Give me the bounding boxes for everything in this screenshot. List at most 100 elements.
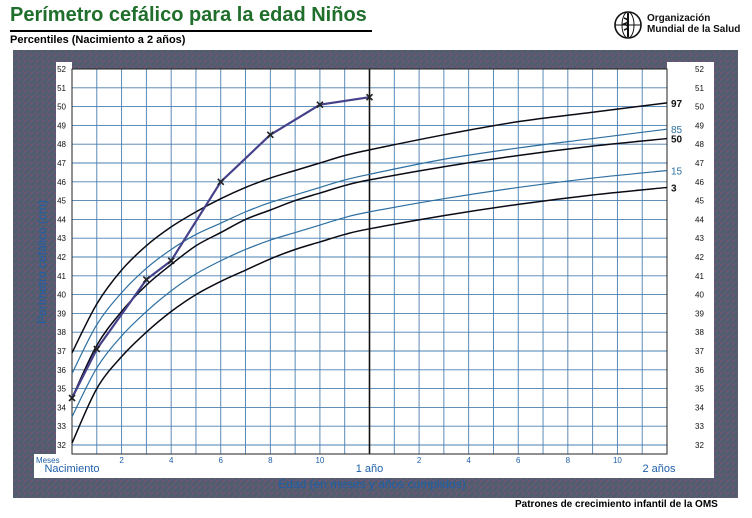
footer-source: Patrones de crecimiento infantil de la O… (515, 499, 718, 510)
y-tick-label-right: 37 (695, 347, 704, 356)
x-tick-label: 2 años (642, 463, 676, 475)
x-tick-label: Nacimiento (44, 463, 99, 475)
y-tick-label-right: 47 (695, 159, 704, 168)
measurement-point (142, 275, 150, 284)
y-tick-label-left: 51 (57, 84, 66, 93)
who-logo-text: Organización Mundial de la Salud (647, 13, 740, 35)
percentile-curve-p50 (71, 137, 668, 399)
measurement-point (93, 345, 101, 353)
y-tick-label-left: 46 (57, 178, 66, 187)
y-tick-label-right: 46 (695, 178, 704, 187)
measurement-point-mark (68, 394, 76, 402)
measurement-point (266, 131, 274, 139)
y-tick-label-right: 51 (695, 84, 704, 93)
y-tick-label-left: 38 (57, 328, 66, 337)
percentile-curve-p97 (71, 102, 668, 354)
measurement-point-mark (167, 257, 175, 265)
measurement-point-mark (142, 275, 150, 284)
y-tick-label-left: 32 (57, 441, 66, 450)
x-tick-label: 4 (169, 456, 174, 465)
y-tick-label-right: 44 (695, 215, 704, 224)
y-tick-label-left: 37 (57, 347, 66, 356)
y-tick-label-left: 34 (57, 403, 66, 412)
x-tick-label: 1 año (356, 463, 384, 475)
y-tick-label-right: 38 (695, 328, 704, 337)
percentile-curve-p85 (71, 128, 668, 374)
chart-subtitle: Percentiles (Nacimiento a 2 años) (10, 34, 186, 46)
y-tick-label-right: 50 (695, 103, 704, 112)
left-axis-band (56, 62, 72, 454)
y-tick-label-right: 32 (695, 441, 704, 450)
who-emblem-icon (614, 11, 642, 39)
y-tick-label-left: 50 (57, 103, 66, 112)
y-tick-label-right: 52 (695, 65, 704, 74)
org-name-line1: Organización (647, 13, 711, 24)
percentile-label-p50: 50 (671, 135, 683, 146)
y-tick-label-right: 42 (695, 253, 704, 262)
right-axis-band (688, 62, 714, 454)
y-tick-label-right: 43 (695, 234, 704, 243)
y-tick-label-left: 35 (57, 385, 66, 394)
x-tick-label: 4 (466, 456, 471, 465)
percentile-label-p97: 97 (671, 99, 683, 110)
x-tick-label: 6 (516, 456, 521, 465)
page-title: Perímetro cefálico para la edad Niños (10, 4, 367, 26)
y-tick-label-left: 48 (57, 140, 66, 149)
percentile-curve-p15 (71, 169, 668, 418)
x-tick-label: 10 (315, 456, 324, 465)
y-tick-label-right: 49 (695, 121, 704, 130)
measurement-point (68, 394, 76, 402)
y-tick-label-left: 49 (57, 121, 66, 130)
y-tick-label-left: 33 (57, 422, 66, 431)
measurement-point (365, 93, 374, 101)
measurement-point (217, 178, 225, 186)
plot-border (71, 68, 668, 455)
y-tick-label-left: 44 (57, 215, 66, 224)
x-tick-label: 8 (268, 456, 273, 465)
x-tick-months-label: Meses (36, 456, 60, 465)
y-axis-title: Perímetro cefálico (cm) (35, 200, 49, 324)
y-tick-label-right: 33 (695, 422, 704, 431)
y-tick-label-right: 39 (695, 309, 704, 318)
measurement-point-mark (266, 131, 274, 139)
y-tick-label-left: 45 (57, 197, 66, 206)
y-tick-label-left: 41 (57, 272, 66, 281)
percentile-label-p15: 15 (671, 167, 683, 178)
y-tick-label-right: 40 (695, 291, 704, 300)
org-name-line2: Mundial de la Salud (647, 24, 741, 35)
percentile-label-p3: 3 (671, 183, 677, 194)
measurement-point-mark (365, 93, 374, 101)
x-tick-label: 10 (613, 456, 622, 465)
measurement-point-mark (93, 345, 101, 353)
x-axis-title: Edad (en meses y años cumplidos) (278, 477, 465, 491)
percentile-curve-p3 (71, 186, 668, 444)
y-tick-label-left: 36 (57, 366, 66, 375)
y-tick-label-right: 35 (695, 385, 704, 394)
x-tick-label: 2 (119, 456, 124, 465)
measurement-point (316, 101, 324, 109)
y-tick-label-left: 52 (57, 65, 66, 74)
measurement-point-mark (217, 178, 225, 186)
y-tick-label-right: 48 (695, 140, 704, 149)
x-tick-label: 2 (417, 456, 422, 465)
right-label-band (667, 62, 688, 454)
y-tick-label-right: 34 (695, 403, 704, 412)
y-tick-label-left: 40 (57, 291, 66, 300)
title-rule (10, 30, 372, 32)
y-tick-label-left: 43 (57, 234, 66, 243)
percentile-label-p85: 85 (671, 125, 683, 136)
x-tick-label: 6 (219, 456, 224, 465)
bottom-axis-band (34, 454, 714, 478)
measurement-point-mark (316, 101, 324, 109)
x-tick-label: 8 (566, 456, 571, 465)
y-tick-label-right: 41 (695, 272, 704, 281)
y-tick-label-right: 45 (695, 197, 704, 206)
y-tick-label-left: 42 (57, 253, 66, 262)
who-logo: Organización Mundial de la Salud (613, 10, 743, 44)
y-tick-label-left: 47 (57, 159, 66, 168)
y-tick-label-right: 36 (695, 366, 704, 375)
y-tick-label-left: 39 (57, 309, 66, 318)
measurement-line (71, 96, 370, 399)
measurement-point (167, 257, 175, 265)
